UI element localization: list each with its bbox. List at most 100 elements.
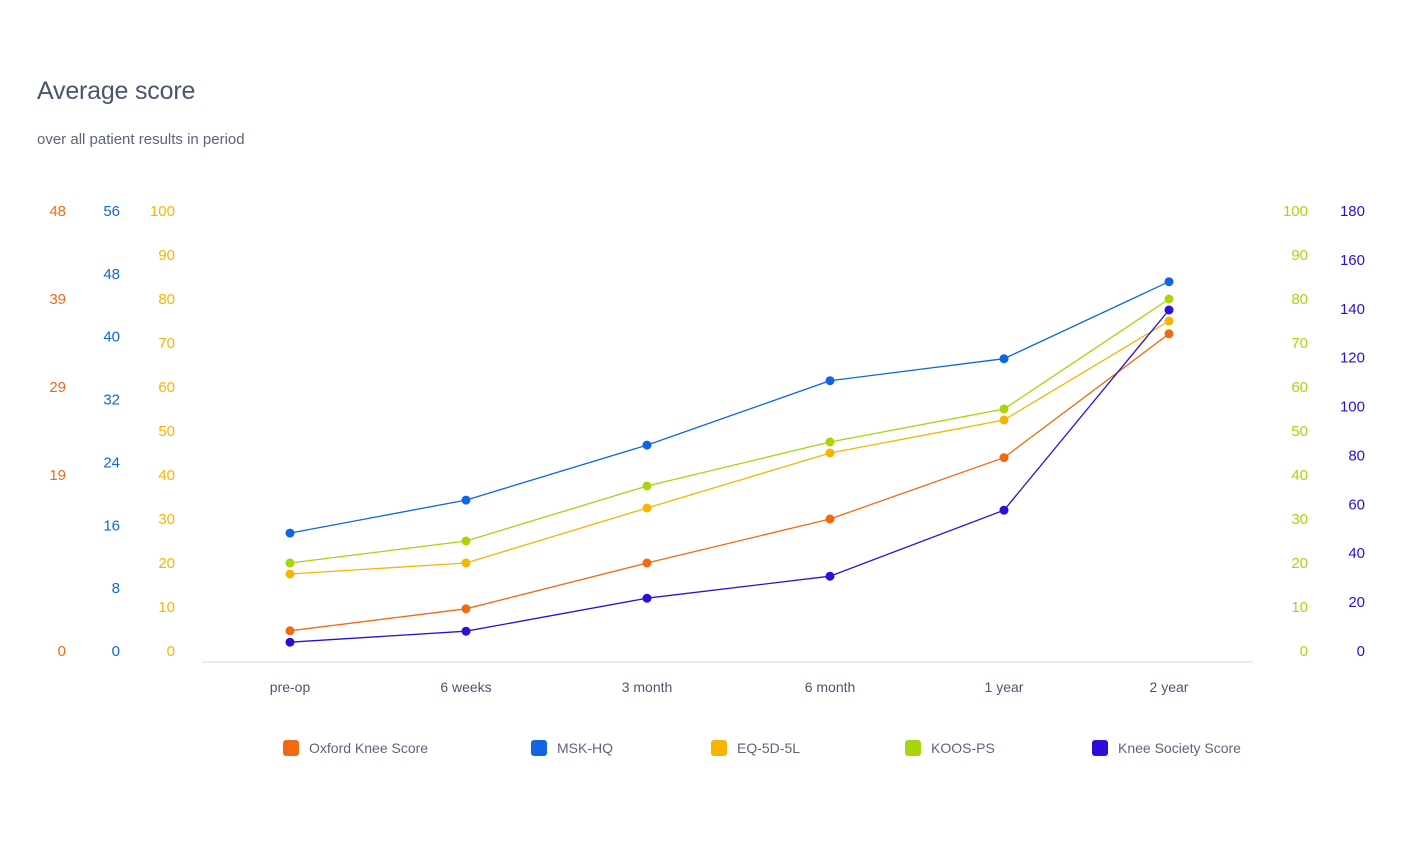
y-tick-label-mskhq: 56 — [103, 203, 120, 220]
x-tick-label: 6 weeks — [440, 679, 491, 695]
x-tick-label: 3 month — [622, 679, 673, 695]
y-tick-label-koos: 60 — [1291, 379, 1308, 396]
x-tick-label: 2 year — [1150, 679, 1189, 695]
y-tick-label-eq5d: 30 — [158, 511, 175, 528]
data-point-eq5d — [285, 569, 295, 579]
data-point-kss — [642, 593, 652, 603]
legend-swatch — [283, 740, 299, 756]
data-point-koos — [285, 558, 295, 568]
legend-swatch — [531, 740, 547, 756]
data-point-oxford — [642, 558, 652, 568]
y-tick-label-oxford: 39 — [49, 291, 66, 308]
legend-label: Oxford Knee Score — [309, 740, 429, 756]
data-point-eq5d — [1164, 316, 1174, 326]
data-point-kss — [1164, 305, 1174, 315]
y-tick-label-mskhq: 16 — [103, 517, 120, 534]
x-tick-label: pre-op — [270, 679, 311, 695]
legend-swatch — [711, 740, 727, 756]
y-tick-label-mskhq: 24 — [103, 454, 120, 471]
y-tick-label-mskhq: 0 — [112, 643, 120, 660]
data-point-oxford — [999, 453, 1009, 463]
y-tick-label-mskhq: 48 — [103, 266, 120, 283]
y-tick-label-koos: 80 — [1291, 291, 1308, 308]
legend-label: KOOS-PS — [931, 740, 995, 756]
data-point-kss — [999, 505, 1009, 515]
y-tick-label-eq5d: 90 — [158, 247, 175, 264]
data-point-oxford — [461, 604, 471, 614]
y-tick-label-mskhq: 32 — [103, 392, 120, 409]
chart-legend: Oxford Knee Score MSK-HQ EQ-5D-5L KOOS-P… — [0, 740, 1401, 770]
y-tick-label-koos: 0 — [1300, 643, 1308, 660]
data-point-eq5d — [825, 448, 835, 458]
y-tick-label-kss: 60 — [1348, 496, 1365, 513]
y-tick-label-eq5d: 0 — [167, 643, 175, 660]
data-point-koos — [825, 437, 835, 447]
data-point-kss — [285, 637, 295, 647]
series-line-oxford — [289, 333, 1170, 632]
data-point-eq5d — [642, 503, 652, 513]
legend-label: EQ-5D-5L — [737, 740, 801, 756]
data-point-eq5d — [461, 558, 471, 568]
y-tick-label-eq5d: 20 — [158, 555, 175, 572]
chart-title: Average score — [37, 77, 196, 105]
data-point-kss — [461, 626, 471, 636]
y-tick-label-kss: 20 — [1348, 594, 1365, 611]
legend-item-msk-hq[interactable]: MSK-HQ — [531, 740, 613, 756]
series-line-eq5d — [289, 320, 1170, 575]
legend-label: Knee Society Score — [1118, 740, 1241, 756]
y-tick-label-oxford: 29 — [49, 379, 66, 396]
y-tick-label-kss: 0 — [1357, 643, 1365, 660]
legend-item-eq-5d-5l[interactable]: EQ-5D-5L — [711, 740, 800, 756]
data-point-koos — [461, 536, 471, 546]
y-tick-label-koos: 40 — [1291, 467, 1308, 484]
data-point-koos — [999, 404, 1009, 414]
y-tick-label-koos: 20 — [1291, 555, 1308, 572]
legend-item-oxford[interactable]: Oxford Knee Score — [283, 740, 428, 756]
data-point-oxford — [1164, 329, 1174, 339]
data-point-mskhq — [1164, 277, 1174, 287]
y-tick-label-oxford: 0 — [58, 643, 66, 660]
data-point-mskhq — [999, 354, 1009, 364]
data-point-koos — [642, 481, 652, 491]
y-tick-label-kss: 80 — [1348, 447, 1365, 464]
y-tick-label-eq5d: 10 — [158, 599, 175, 616]
y-tick-label-eq5d: 40 — [158, 467, 175, 484]
y-tick-label-kss: 40 — [1348, 545, 1365, 562]
y-tick-label-eq5d: 60 — [158, 379, 175, 396]
data-point-mskhq — [825, 376, 835, 386]
y-tick-label-koos: 100 — [1283, 203, 1308, 220]
data-point-mskhq — [285, 528, 295, 538]
data-point-mskhq — [461, 495, 471, 505]
x-tick-label: 6 month — [805, 679, 856, 695]
data-point-kss — [825, 571, 835, 581]
y-tick-label-koos: 10 — [1291, 599, 1308, 616]
y-tick-label-kss: 140 — [1340, 301, 1365, 318]
y-tick-label-oxford: 19 — [49, 467, 66, 484]
legend-item-knee-society-score[interactable]: Knee Society Score — [1092, 740, 1241, 756]
y-tick-label-oxford: 48 — [49, 203, 66, 220]
y-tick-label-eq5d: 80 — [158, 291, 175, 308]
legend-swatch — [905, 740, 921, 756]
y-tick-label-kss: 160 — [1340, 252, 1365, 269]
chart-subtitle: over all patient results in period — [37, 131, 245, 148]
y-tick-label-koos: 30 — [1291, 511, 1308, 528]
x-tick-label: 1 year — [985, 679, 1024, 695]
data-point-oxford — [285, 626, 295, 636]
data-point-mskhq — [642, 440, 652, 450]
y-tick-label-kss: 100 — [1340, 399, 1365, 416]
y-tick-label-eq5d: 100 — [150, 203, 175, 220]
series-line-kss — [289, 309, 1170, 643]
y-tick-label-kss: 180 — [1340, 203, 1365, 220]
y-tick-label-koos: 50 — [1291, 423, 1308, 440]
y-tick-label-koos: 90 — [1291, 247, 1308, 264]
y-tick-label-eq5d: 50 — [158, 423, 175, 440]
legend-label: MSK-HQ — [557, 740, 613, 756]
y-tick-label-mskhq: 8 — [112, 580, 120, 597]
y-tick-label-kss: 120 — [1340, 350, 1365, 367]
y-tick-label-koos: 70 — [1291, 335, 1308, 352]
legend-item-koos-ps[interactable]: KOOS-PS — [905, 740, 995, 756]
data-point-eq5d — [999, 415, 1009, 425]
legend-swatch — [1092, 740, 1108, 756]
data-point-koos — [1164, 294, 1174, 304]
